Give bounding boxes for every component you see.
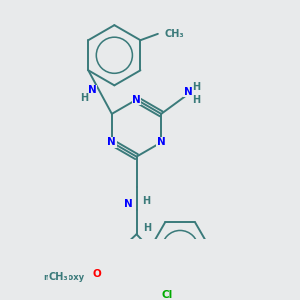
Text: N: N bbox=[124, 199, 133, 209]
Text: CH₃: CH₃ bbox=[49, 272, 68, 282]
Text: O: O bbox=[93, 269, 101, 279]
Text: N: N bbox=[157, 137, 166, 147]
Text: H: H bbox=[192, 82, 200, 92]
Text: H: H bbox=[142, 196, 150, 206]
Text: CH₃: CH₃ bbox=[164, 29, 184, 39]
Text: N: N bbox=[184, 87, 193, 97]
Text: N: N bbox=[132, 94, 141, 105]
Text: H: H bbox=[80, 93, 88, 103]
Text: H: H bbox=[192, 94, 200, 105]
Text: Cl: Cl bbox=[161, 290, 172, 300]
Text: N: N bbox=[107, 137, 116, 147]
Text: H: H bbox=[144, 223, 152, 233]
Text: methoxy: methoxy bbox=[43, 272, 84, 281]
Text: N: N bbox=[88, 85, 97, 95]
